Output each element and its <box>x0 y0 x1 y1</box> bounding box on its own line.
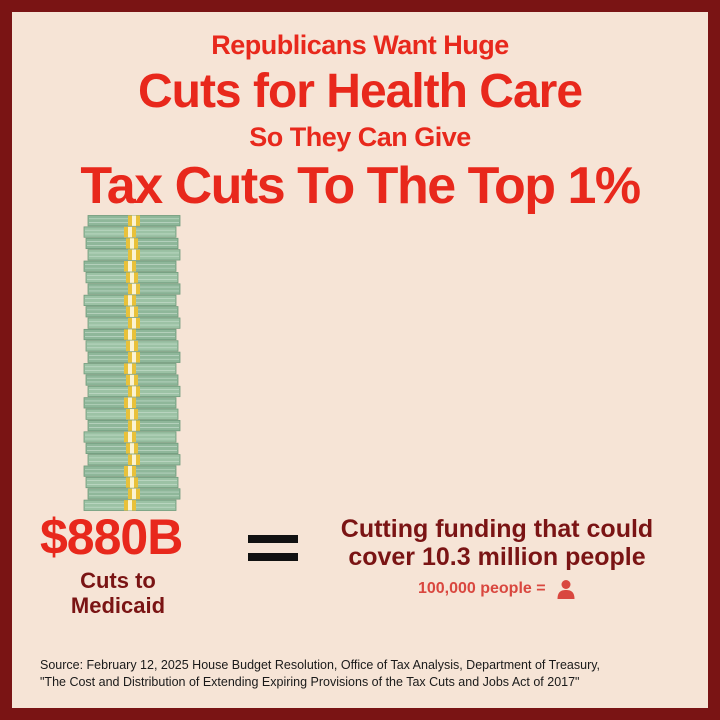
cut-amount: $880B <box>40 509 183 565</box>
cut-label-line-2: Medicaid <box>70 593 166 618</box>
infographic-card: Republicans Want Huge Cuts for Health Ca… <box>12 12 708 708</box>
cut-label-line-1: Cuts to <box>80 568 156 593</box>
equals-sign <box>248 533 298 563</box>
person-legend: 100,000 people = <box>312 579 682 599</box>
headline-line-2: Cuts for Health Care <box>137 65 583 118</box>
headline-line-4: Tax Cuts To The Top 1% <box>80 157 641 215</box>
cut-amount-label: Cuts to Medicaid <box>48 568 188 618</box>
legend-text: 100,000 people = <box>417 580 546 598</box>
coverage-text: Cutting funding that could cover 10.3 mi… <box>312 515 682 571</box>
headline-line-1: Republicans Want Huge <box>211 30 509 60</box>
source-line-1: Source: February 12, 2025 House Budget R… <box>40 658 601 672</box>
money-stack-image <box>83 215 181 511</box>
coverage-line-2: cover 10.3 million people <box>348 543 646 571</box>
person-icon <box>557 580 575 599</box>
coverage-line-1: Cutting funding that could <box>340 515 654 543</box>
headline-line-3: So They Can Give <box>249 122 471 152</box>
source-citation: Source: February 12, 2025 House Budget R… <box>40 657 700 691</box>
source-line-2: "The Cost and Distribution of Extending … <box>40 675 580 689</box>
